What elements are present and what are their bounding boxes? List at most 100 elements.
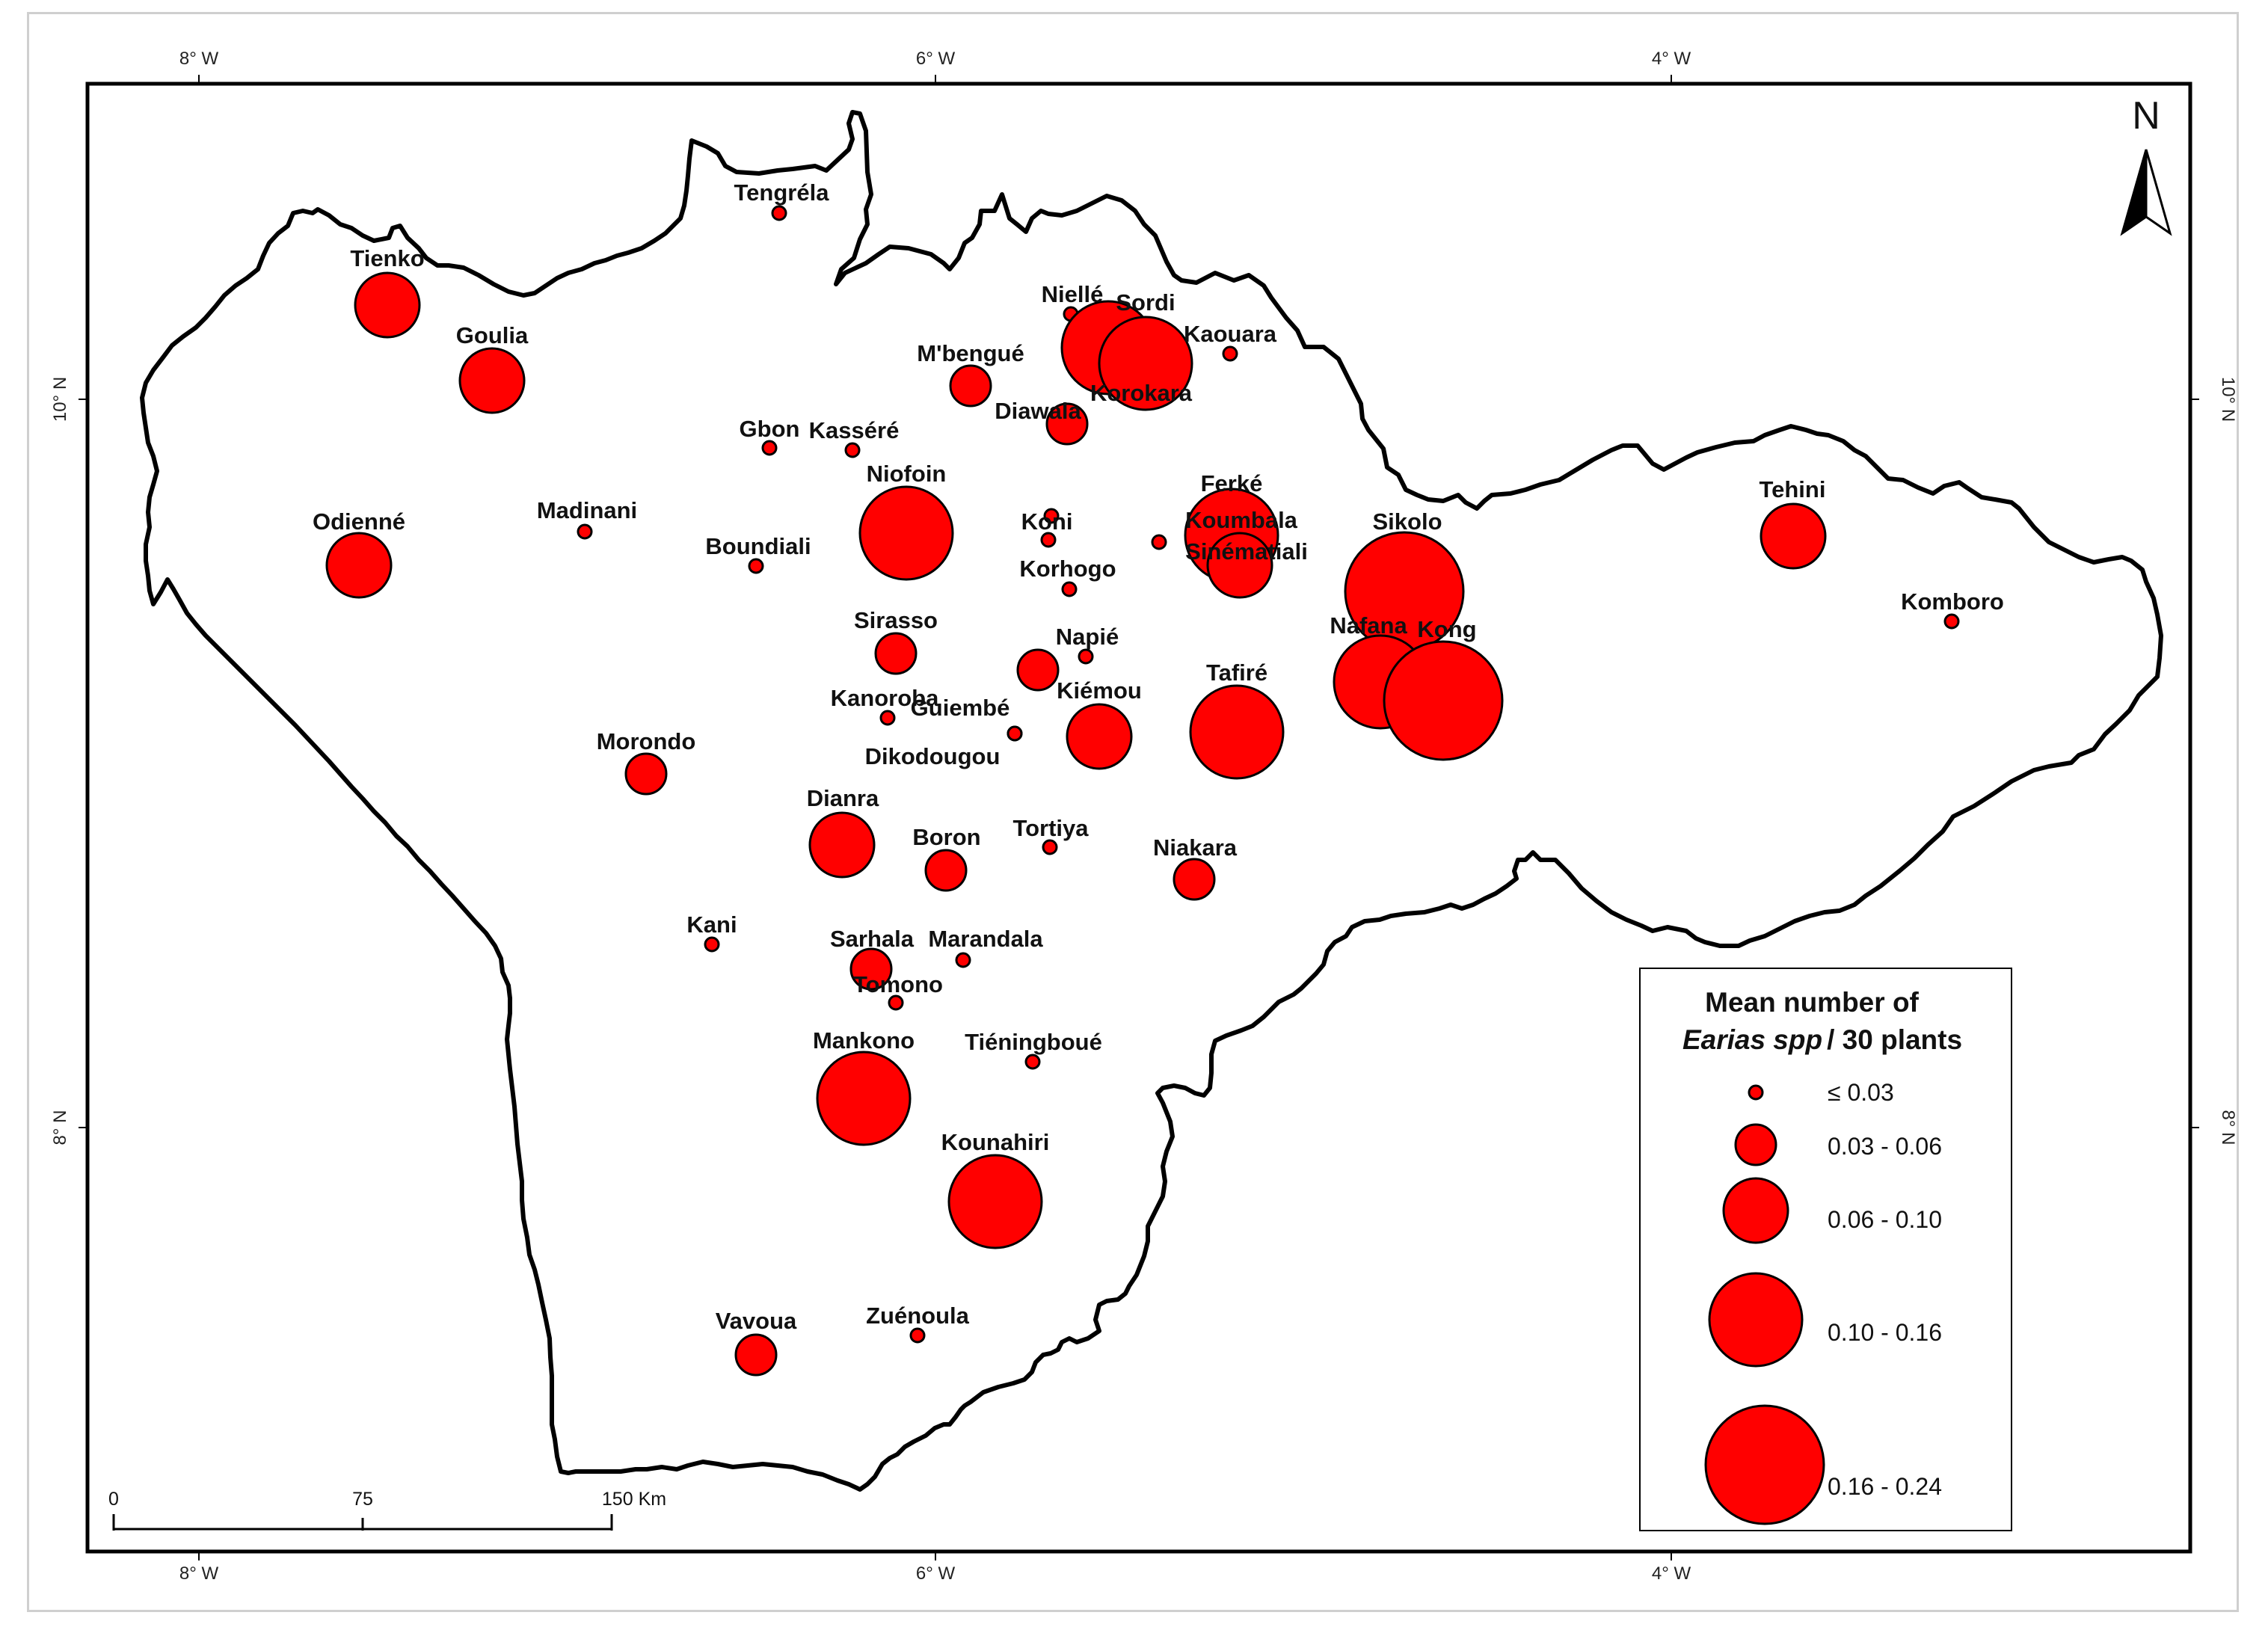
site-symbol-mankono bbox=[816, 1051, 912, 1146]
place-label-kounahiri: Kounahiri bbox=[941, 1129, 1050, 1155]
lon-label-bottom-4w: 4° W bbox=[1652, 1563, 1691, 1584]
site-symbol-napie-2 bbox=[1016, 648, 1060, 692]
site-symbol-niofoin bbox=[858, 485, 954, 581]
site-symbol-gbon bbox=[761, 440, 778, 456]
site-symbol-morondo bbox=[624, 752, 668, 796]
place-labels: Tengréla Tienko Goulia Niellé Sordi Kaouara M'… bbox=[313, 179, 2004, 1334]
site-symbol-komborodougou bbox=[1043, 508, 1060, 524]
place-label-m-bengue: M'bengué bbox=[917, 340, 1024, 366]
legend-title-unit: / 30 plants bbox=[1827, 1024, 1962, 1055]
place-label-napie: Napié bbox=[1056, 624, 1119, 650]
site-symbol-tomono bbox=[888, 994, 904, 1011]
place-label-dianra: Dianra bbox=[807, 785, 879, 811]
site-symbol-diawala bbox=[1045, 402, 1089, 446]
place-label-tomono: Tomono bbox=[853, 971, 943, 997]
place-label-sikolo: Sikolo bbox=[1372, 508, 1442, 535]
place-label-morondo: Morondo bbox=[597, 728, 696, 754]
north-arrow: N bbox=[2120, 94, 2172, 236]
site-symbol-tafire bbox=[1189, 684, 1285, 780]
place-label-kong: Kong bbox=[1417, 616, 1476, 642]
place-label-sarhala: Sarhala bbox=[830, 926, 915, 952]
place-label-korhogo: Korhogo bbox=[1019, 556, 1116, 582]
graticule-ticks bbox=[79, 75, 2199, 1560]
place-label-boundiali: Boundiali bbox=[705, 533, 811, 559]
place-label-odienne: Odienné bbox=[313, 508, 405, 535]
site-symbol-tieningboue bbox=[1024, 1054, 1041, 1070]
site-symbol-sarhala bbox=[849, 947, 893, 991]
site-symbol-korhogo bbox=[1061, 581, 1078, 597]
place-label-ferke: Ferké bbox=[1201, 470, 1263, 496]
legend-symbol-class-4 bbox=[1708, 1272, 1804, 1368]
place-label-korokara: Korokara bbox=[1090, 380, 1193, 406]
place-label-zuenoula: Zuénoula bbox=[866, 1303, 970, 1329]
site-symbol-korokara bbox=[1098, 316, 1193, 411]
lon-label-top-8w: 8° W bbox=[179, 49, 219, 69]
legend-box bbox=[1639, 968, 2012, 1531]
lon-label-top-4w: 4° W bbox=[1652, 49, 1691, 69]
place-label-sinematiali: Sinématiali bbox=[1185, 538, 1308, 565]
legend-symbol-class-3 bbox=[1722, 1177, 1789, 1244]
place-label-komboro: Komboro bbox=[1901, 588, 2004, 615]
north-arrow-left-half bbox=[2120, 149, 2148, 236]
legend-title-line2: Earias spp/ 30 plants bbox=[1682, 1024, 1962, 1055]
lon-label-bottom-6w: 6° W bbox=[916, 1563, 956, 1584]
site-symbol-kiemou bbox=[1066, 703, 1133, 770]
site-symbol-napie bbox=[1078, 648, 1094, 665]
map-neatline bbox=[85, 82, 2192, 1554]
place-label-tafire: Tafiré bbox=[1206, 659, 1267, 686]
place-label-dikodougou: Dikodougou bbox=[865, 743, 1001, 769]
legend-symbol-class-2 bbox=[1734, 1123, 1777, 1166]
site-symbol-marandala bbox=[955, 952, 971, 968]
site-symbol-boundiali bbox=[748, 558, 764, 574]
site-symbol-madinani bbox=[577, 523, 593, 540]
site-symbol-kaouara bbox=[1222, 345, 1238, 362]
place-label-koumbala: Koumbala bbox=[1185, 507, 1298, 533]
legend-symbol-class-1 bbox=[1748, 1084, 1764, 1101]
site-symbol-koumbala bbox=[1151, 534, 1167, 550]
lat-label-right-8n: 8° N bbox=[2218, 1110, 2238, 1145]
place-label-sordi: Sordi bbox=[1116, 289, 1175, 316]
site-symbol-kassere bbox=[844, 442, 861, 458]
site-symbol-goulia bbox=[458, 347, 526, 414]
lat-label-left-10n: 10° N bbox=[50, 377, 70, 422]
site-symbol-odienne bbox=[325, 532, 393, 599]
place-label-guiembe: Guiembé bbox=[911, 695, 1010, 721]
north-arrow-right-half bbox=[2145, 149, 2172, 236]
site-symbol-kong bbox=[1383, 640, 1504, 761]
legend-title-line1: Mean number of bbox=[1705, 987, 1919, 1018]
place-label-niakara: Niakara bbox=[1153, 834, 1238, 861]
north-arrow-label: N bbox=[2132, 94, 2160, 138]
place-label-vavoua: Vavoua bbox=[716, 1308, 797, 1334]
site-symbol-tienko bbox=[354, 271, 421, 339]
site-symbol-boron bbox=[924, 849, 968, 892]
site-symbol-koni bbox=[1040, 532, 1057, 548]
legend-label-class-5: 0.16 - 0.24 bbox=[1828, 1473, 1942, 1500]
legend-label-class-4: 0.10 - 0.16 bbox=[1828, 1319, 1942, 1346]
site-symbol-sirasso bbox=[874, 632, 918, 675]
place-label-mankono: Mankono bbox=[813, 1027, 915, 1054]
site-symbol-dianra bbox=[808, 811, 876, 879]
site-symbol-tehini bbox=[1760, 502, 1827, 570]
place-label-tortiya: Tortiya bbox=[1012, 815, 1089, 841]
place-label-kani: Kani bbox=[686, 911, 737, 938]
place-label-gbon: Gbon bbox=[740, 416, 800, 442]
lon-label-bottom-8w: 8° W bbox=[179, 1563, 219, 1584]
site-symbol-komboro bbox=[1943, 613, 1960, 630]
lat-label-right-10n: 10° N bbox=[2218, 377, 2238, 422]
site-symbol-tortiya bbox=[1042, 839, 1058, 855]
scale-bar: 0 75 150 Km bbox=[108, 1489, 666, 1531]
place-label-kassere: Kasséré bbox=[809, 417, 900, 443]
legend-label-class-2: 0.03 - 0.06 bbox=[1828, 1133, 1942, 1160]
site-symbol-tengrela bbox=[771, 205, 787, 221]
lon-label-top-6w: 6° W bbox=[916, 49, 956, 69]
place-label-diawala: Diawala bbox=[995, 398, 1081, 424]
legend: Mean number of Earias spp/ 30 plants ≤ 0… bbox=[1639, 968, 2012, 1531]
site-symbol-niakara bbox=[1173, 858, 1216, 901]
scale-bar-label-0: 0 bbox=[108, 1489, 119, 1510]
place-label-sirasso: Sirasso bbox=[854, 607, 938, 633]
legend-title-species: Earias spp bbox=[1682, 1024, 1822, 1055]
site-symbol-dikodougou bbox=[1007, 725, 1023, 742]
legend-label-class-1: ≤ 0.03 bbox=[1828, 1079, 1894, 1106]
study-area-boundary bbox=[140, 110, 2163, 1492]
